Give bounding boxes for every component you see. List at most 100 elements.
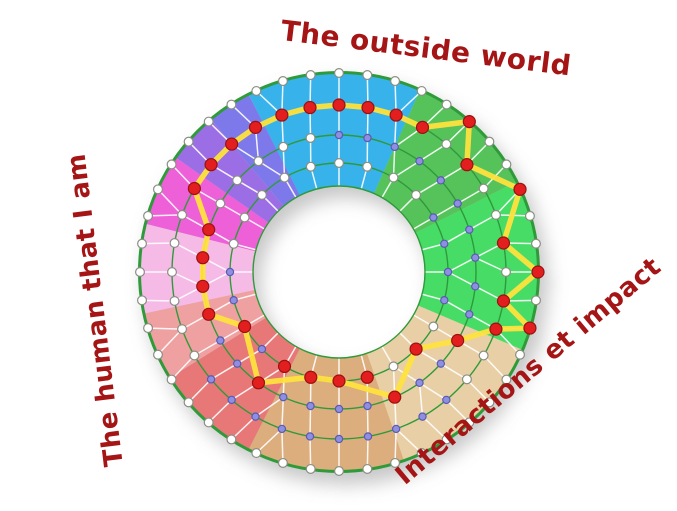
sector-purple[interactable]	[175, 118, 284, 223]
node-red-ring3[interactable]	[409, 342, 423, 356]
node-white-ring3[interactable]	[279, 172, 290, 183]
sector-pink[interactable]	[139, 223, 256, 314]
node-white-ring0[interactable]	[334, 466, 345, 477]
node-purple-ring1[interactable]	[305, 432, 315, 441]
node-purple-ring3[interactable]	[443, 267, 453, 277]
node-white-ring0[interactable]	[226, 434, 237, 445]
node-white-ring0[interactable]	[390, 457, 401, 468]
node-white-ring0[interactable]	[501, 374, 512, 385]
node-purple-ring2[interactable]	[216, 336, 225, 345]
node-white-ring0[interactable]	[530, 295, 541, 306]
node-purple-ring2[interactable]	[415, 156, 424, 166]
node-purple-ring3[interactable]	[440, 296, 449, 305]
node-white-ring0[interactable]	[305, 70, 316, 81]
node-purple-ring2[interactable]	[471, 253, 480, 262]
node-purple-ring1[interactable]	[418, 412, 427, 421]
node-white-ring0[interactable]	[183, 397, 194, 408]
node-white-ring0[interactable]	[166, 374, 177, 385]
node-red-ring2[interactable]	[202, 223, 216, 237]
sector-blue[interactable]	[248, 72, 421, 196]
node-purple-ring1[interactable]	[363, 432, 373, 441]
node-red-ring3[interactable]	[304, 370, 318, 384]
node-purple-ring1[interactable]	[334, 434, 344, 444]
node-white-ring0[interactable]	[143, 323, 154, 334]
node-purple-ring1[interactable]	[227, 395, 236, 405]
node-white-ring0[interactable]	[277, 457, 288, 468]
node-white-ring0[interactable]	[362, 463, 373, 474]
node-white-ring3[interactable]	[428, 321, 439, 332]
node-red-ring1[interactable]	[389, 108, 403, 122]
node-white-ring0[interactable]	[251, 448, 262, 459]
node-white-ring1[interactable]	[441, 139, 452, 150]
node-red-ring1[interactable]	[496, 236, 511, 250]
node-white-ring0[interactable]	[143, 210, 154, 221]
node-purple-ring2[interactable]	[465, 310, 474, 319]
node-purple-ring1[interactable]	[277, 424, 287, 434]
node-white-ring0[interactable]	[416, 448, 427, 459]
node-white-ring0[interactable]	[530, 238, 541, 249]
node-white-ring0[interactable]	[152, 184, 163, 195]
sector-green-mid[interactable]	[373, 89, 518, 233]
node-purple-ring2[interactable]	[232, 359, 242, 368]
node-white-ring3[interactable]	[256, 189, 267, 200]
node-red-ring3[interactable]	[360, 370, 374, 384]
node-white-ring2[interactable]	[278, 141, 289, 152]
node-red-ring2[interactable]	[196, 251, 210, 265]
node-red-ring1[interactable]	[225, 137, 239, 151]
node-purple-ring2[interactable]	[465, 225, 474, 234]
node-purple-ring2[interactable]	[415, 378, 424, 388]
node-white-ring0[interactable]	[183, 136, 194, 147]
node-white-ring0[interactable]	[515, 349, 526, 360]
node-purple-ring2[interactable]	[334, 404, 344, 414]
node-red-ring1[interactable]	[496, 294, 511, 308]
node-white-ring1[interactable]	[169, 238, 180, 249]
node-purple-ring1[interactable]	[206, 375, 216, 384]
node-white-ring0[interactable]	[277, 76, 288, 87]
node-white-ring0[interactable]	[484, 397, 495, 408]
node-white-ring0[interactable]	[501, 159, 512, 170]
node-purple-ring3[interactable]	[429, 213, 438, 222]
node-red-ring2[interactable]	[251, 376, 266, 390]
node-purple-ring3[interactable]	[440, 239, 449, 248]
node-purple-ring2[interactable]	[436, 176, 446, 185]
node-white-ring0[interactable]	[484, 136, 495, 147]
node-white-ring0[interactable]	[251, 85, 262, 96]
node-red-ring1[interactable]	[303, 100, 317, 115]
node-purple-ring2[interactable]	[471, 282, 480, 291]
node-purple-ring1[interactable]	[251, 412, 260, 421]
node-purple-ring2[interactable]	[453, 199, 462, 208]
node-white-ring1[interactable]	[189, 350, 200, 361]
node-red-ring2[interactable]	[202, 307, 216, 321]
node-purple-ring2[interactable]	[363, 401, 372, 411]
node-white-ring3[interactable]	[388, 361, 399, 372]
node-white-ring1[interactable]	[177, 324, 188, 335]
node-white-ring0[interactable]	[441, 434, 452, 445]
node-white-ring0[interactable]	[464, 417, 475, 428]
node-red-ring1[interactable]	[361, 100, 375, 115]
node-white-ring0[interactable]	[416, 85, 427, 96]
sector-magenta[interactable]	[144, 157, 269, 252]
node-purple-ring2[interactable]	[363, 133, 372, 143]
node-white-ring1[interactable]	[177, 209, 188, 220]
sector-indigo[interactable]	[210, 93, 300, 207]
node-white-ring0[interactable]	[226, 99, 237, 110]
node-white-ring2[interactable]	[305, 132, 316, 143]
node-red-ring2[interactable]	[451, 333, 465, 348]
node-red-ring1[interactable]	[415, 120, 430, 134]
node-white-ring0[interactable]	[524, 210, 535, 221]
node-red-ring3[interactable]	[238, 319, 252, 334]
node-white-ring0[interactable]	[135, 267, 146, 278]
node-purple-ring1[interactable]	[442, 395, 451, 405]
node-purple-ring3[interactable]	[229, 296, 238, 305]
node-white-ring0[interactable]	[441, 99, 452, 110]
node-white-ring0[interactable]	[390, 76, 401, 87]
node-white-ring0[interactable]	[166, 159, 177, 170]
node-white-ring3[interactable]	[334, 158, 345, 169]
node-white-ring0[interactable]	[152, 349, 163, 360]
node-white-ring1[interactable]	[490, 209, 501, 220]
node-red-ring0[interactable]	[513, 182, 527, 196]
node-red-ring0[interactable]	[531, 265, 545, 279]
node-white-ring3[interactable]	[228, 238, 239, 249]
node-white-ring2[interactable]	[232, 175, 243, 186]
node-red-ring1[interactable]	[489, 322, 503, 336]
